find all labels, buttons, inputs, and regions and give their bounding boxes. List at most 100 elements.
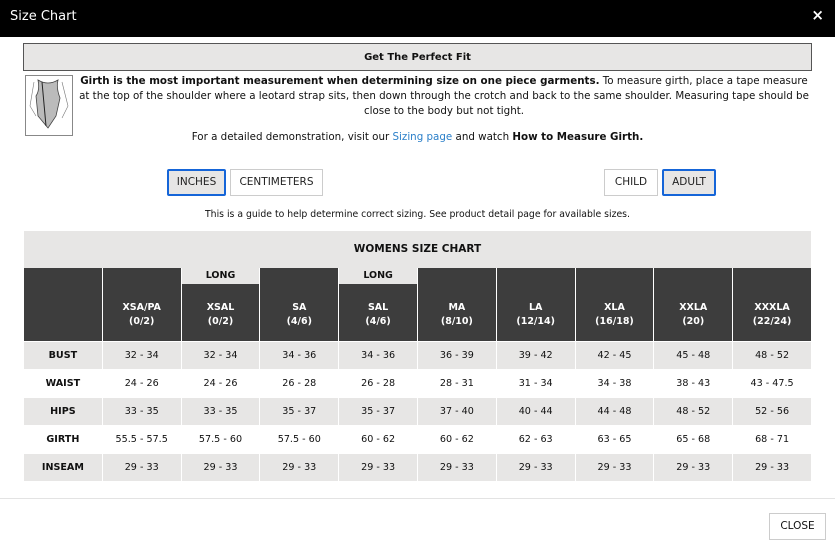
size-range: (8/10): [440, 315, 473, 327]
close-button[interactable]: CLOSE: [769, 513, 826, 540]
table-cell: 43 - 47.5: [732, 369, 811, 397]
column-header: XXLA (20): [653, 268, 733, 341]
table-cell: 26 - 28: [259, 369, 339, 397]
column-header: XLA (16/18): [574, 268, 654, 341]
table-cell: 45 - 48: [653, 341, 733, 369]
close-icon[interactable]: ×: [811, 6, 824, 24]
table-cell: 63 - 65: [574, 425, 654, 453]
table-cell: 60 - 62: [338, 425, 417, 453]
row-label: GIRTH: [24, 425, 102, 453]
table-cell: 29 - 33: [653, 453, 733, 481]
girth-description: Girth is the most important measurement …: [78, 74, 810, 119]
table-cell: 34 - 38: [574, 369, 654, 397]
table-cell: 36 - 39: [416, 341, 496, 369]
table-cell: 57.5 - 60: [180, 425, 260, 453]
size-name: SA: [292, 301, 307, 313]
column-header: LA (12/14): [495, 268, 575, 341]
table-cell: 37 - 40: [416, 397, 496, 425]
table-row: HIPS 33 - 35 33 - 35 35 - 37 35 - 37 37 - 40 4…: [24, 397, 811, 425]
desc-rest: To measure girth, place a tape measure a…: [79, 75, 809, 117]
table-cell: 48 - 52: [732, 341, 811, 369]
column-header: MA (8/10): [416, 268, 496, 341]
child-button[interactable]: CHILD: [604, 169, 658, 196]
table-cell: 32 - 34: [101, 341, 181, 369]
footer-divider: [0, 498, 835, 499]
table-cell: 29 - 33: [180, 453, 260, 481]
table-cell: 39 - 42: [495, 341, 575, 369]
size-range: (20): [682, 315, 705, 327]
table-cell: 29 - 33: [259, 453, 339, 481]
demo-bold: How to Measure Girth.: [512, 131, 644, 143]
size-range: (16/18): [595, 315, 634, 327]
size-range: (4/6): [286, 315, 312, 327]
size-name: LA: [528, 301, 543, 313]
long-label: LONG: [339, 268, 417, 284]
table-cell: 34 - 36: [259, 341, 339, 369]
size-range: (0/2): [129, 315, 155, 327]
size-name: XXXLA: [754, 301, 790, 313]
table-row: BUST 32 - 34 32 - 34 34 - 36 34 - 36 36 - 39 3…: [24, 341, 811, 369]
table-cell: 33 - 35: [101, 397, 181, 425]
table-cell: 29 - 33: [732, 453, 811, 481]
size-name: XXLA: [679, 301, 708, 313]
size-range: (0/2): [207, 315, 234, 327]
inches-button[interactable]: INCHES: [167, 169, 226, 196]
table-cell: 34 - 36: [338, 341, 417, 369]
table-cell: 65 - 68: [653, 425, 733, 453]
column-header: SA (4/6): [259, 268, 339, 341]
table-cell: 29 - 33: [495, 453, 575, 481]
size-name: XSAL: [206, 301, 235, 313]
table-row: INSEAM 29 - 33 29 - 33 29 - 33 29 - 33 29 - 3…: [24, 453, 811, 481]
leotard-girth-illustration: [25, 75, 73, 136]
demo-pre: For a detailed demonstration, visit our: [191, 131, 393, 143]
table-cell: 55.5 - 57.5: [101, 425, 181, 453]
row-label: WAIST: [24, 369, 102, 397]
table-cell: 57.5 - 60: [259, 425, 339, 453]
table-row: WAIST 24 - 26 24 - 26 26 - 28 26 - 28 28 - 31…: [24, 369, 811, 397]
table-cell: 28 - 31: [416, 369, 496, 397]
table-cell: 48 - 52: [653, 397, 733, 425]
column-header: LONG SAL (4/6): [338, 268, 417, 341]
table-cell: 60 - 62: [416, 425, 496, 453]
row-label: BUST: [24, 341, 102, 369]
long-label: LONG: [181, 268, 260, 284]
table-cell: 31 - 34: [495, 369, 575, 397]
table-cell: 26 - 28: [338, 369, 417, 397]
table-cell: 29 - 33: [416, 453, 496, 481]
demo-line: For a detailed demonstration, visit our …: [0, 131, 835, 143]
table-cell: 38 - 43: [653, 369, 733, 397]
size-name: XSA/PA: [122, 301, 161, 313]
sizing-page-link[interactable]: Sizing page: [392, 131, 453, 143]
column-header: LONG XSAL (0/2): [180, 268, 260, 341]
size-chart-table: WOMENS SIZE CHART XSA/PA (0/2) LONG XSAL (0/…: [24, 231, 811, 481]
size-range: (4/6): [365, 315, 391, 327]
table-cell: 29 - 33: [338, 453, 417, 481]
centimeters-button[interactable]: CENTIMETERS: [230, 169, 323, 196]
sizing-guide-note: This is a guide to help determine correc…: [205, 209, 630, 220]
column-header: XSA/PA (0/2): [101, 268, 181, 341]
table-cell: 52 - 56: [732, 397, 811, 425]
table-cell: 29 - 33: [101, 453, 181, 481]
table-cell: 35 - 37: [259, 397, 339, 425]
column-header: XXXLA (22/24): [732, 268, 811, 341]
size-range: (12/14): [516, 315, 555, 327]
row-label: INSEAM: [24, 453, 102, 481]
table-cell: 40 - 44: [495, 397, 575, 425]
fit-heading: Get The Perfect Fit: [23, 43, 812, 71]
header-corner: [24, 268, 102, 341]
table-cell: 42 - 45: [574, 341, 654, 369]
table-title: WOMENS SIZE CHART: [24, 231, 811, 268]
table-cell: 44 - 48: [574, 397, 654, 425]
table-cell: 29 - 33: [574, 453, 654, 481]
table-cell: 24 - 26: [180, 369, 260, 397]
adult-button[interactable]: ADULT: [662, 169, 716, 196]
table-cell: 62 - 63: [495, 425, 575, 453]
size-range: (22/24): [752, 315, 792, 327]
table-cell: 35 - 37: [338, 397, 417, 425]
modal-title: Size Chart: [10, 9, 77, 24]
modal-header: Size Chart ×: [0, 0, 835, 37]
table-cell: 24 - 26: [101, 369, 181, 397]
table-header-row: XSA/PA (0/2) LONG XSAL (0/2) SA (4/6) LONG SAL (4…: [24, 268, 811, 341]
demo-mid: and watch: [452, 131, 513, 143]
table-cell: 32 - 34: [180, 341, 260, 369]
